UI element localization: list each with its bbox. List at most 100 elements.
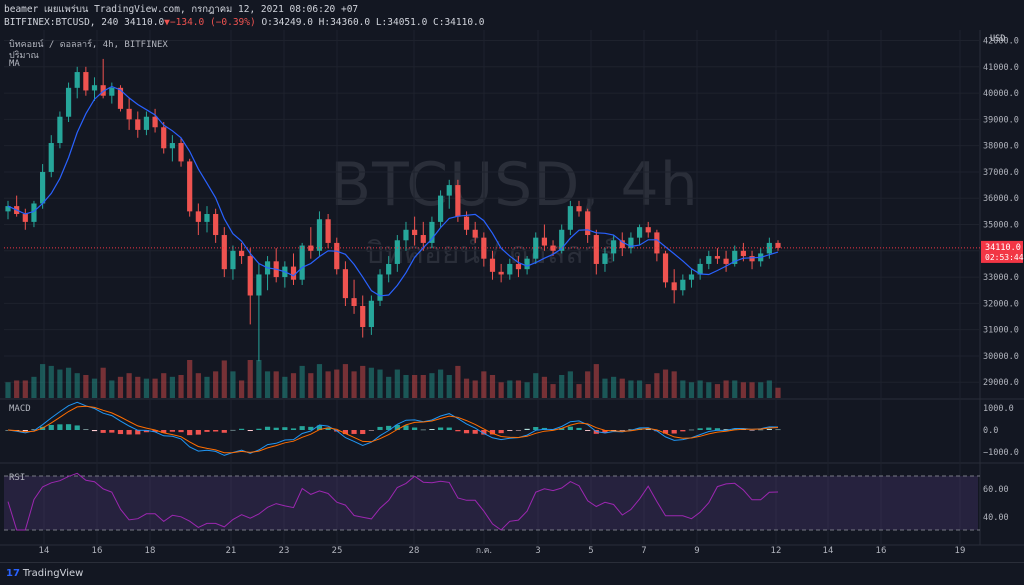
main-legend-title[interactable]: บิทคอยน์ / ดอลลาร์, 4h, BITFINEX bbox=[9, 40, 168, 50]
volume-bar bbox=[706, 382, 712, 398]
candle-body bbox=[40, 171, 46, 204]
candle-body bbox=[775, 242, 781, 248]
symbol-label[interactable]: BITFINEX:BTCUSD, 240 bbox=[4, 17, 119, 28]
last-price-tag bbox=[981, 240, 1023, 263]
price-tick-label: 42000.0 bbox=[983, 37, 1019, 47]
volume-bar bbox=[662, 369, 669, 398]
macd-line bbox=[7, 401, 779, 456]
candle-body bbox=[213, 214, 219, 236]
time-tick-label: 14 bbox=[39, 546, 50, 556]
candle-body bbox=[403, 229, 409, 241]
macd-histogram-bar bbox=[533, 427, 539, 430]
ma-legend[interactable]: MA bbox=[9, 59, 20, 69]
candle-body bbox=[714, 256, 721, 259]
candle-body bbox=[161, 127, 167, 149]
candle-body bbox=[697, 263, 703, 275]
candle-body bbox=[178, 143, 184, 162]
time-tick-label: 7 bbox=[641, 546, 646, 556]
ohlc-values: O:34249.0 H:34360.0 L:34051.0 C:34110.0 bbox=[261, 17, 485, 28]
candle-body bbox=[481, 237, 487, 259]
volume-bar bbox=[524, 382, 530, 398]
last-price-label: 34110.0 bbox=[985, 243, 1021, 253]
volume-bar bbox=[559, 375, 565, 398]
price-tick-label: 29000.0 bbox=[983, 378, 1019, 388]
volume-bar bbox=[351, 371, 357, 398]
volume-bar bbox=[714, 384, 721, 398]
macd-histogram-bar bbox=[161, 430, 167, 433]
candle-body bbox=[559, 229, 565, 251]
rsi-tick-label: 40.00 bbox=[983, 513, 1009, 523]
candle-body bbox=[31, 203, 37, 222]
volume-bar bbox=[671, 371, 677, 398]
candle-body bbox=[299, 245, 305, 280]
volume-bar bbox=[126, 373, 132, 398]
rsi-legend[interactable]: RSI bbox=[9, 473, 26, 483]
macd-histogram-bar bbox=[619, 430, 625, 431]
macd-histogram-bar bbox=[117, 430, 124, 435]
volume-bar bbox=[14, 380, 20, 398]
candle-body bbox=[152, 116, 158, 128]
macd-histogram-bar bbox=[325, 428, 331, 430]
volume-bar bbox=[273, 371, 279, 398]
candle-body bbox=[239, 250, 245, 257]
macd-tick-label: 0.0 bbox=[983, 426, 998, 436]
macd-histogram-bar bbox=[204, 430, 210, 432]
volume-bar bbox=[143, 378, 150, 398]
price-tick-label: 33000.0 bbox=[983, 273, 1019, 283]
price-tick-label: 37000.0 bbox=[983, 168, 1019, 178]
volume-bar bbox=[83, 375, 89, 398]
macd-histogram-bar bbox=[264, 426, 271, 430]
macd-histogram-bar bbox=[420, 429, 426, 431]
macd-histogram-bar bbox=[463, 430, 470, 434]
price-tick-label: 39000.0 bbox=[983, 115, 1019, 125]
macd-histogram-bar bbox=[697, 428, 703, 430]
macd-histogram-bar bbox=[507, 430, 513, 431]
candle-body bbox=[706, 256, 712, 264]
candle-body bbox=[507, 263, 513, 275]
candle-body bbox=[420, 235, 426, 243]
candle-body bbox=[256, 274, 262, 296]
candle-body bbox=[360, 306, 366, 328]
macd-histogram-bar bbox=[239, 428, 245, 430]
time-tick-label: 14 bbox=[823, 546, 834, 556]
volume-legend[interactable]: ปริมาณ bbox=[9, 51, 39, 61]
last-price-value: 34110.0 bbox=[124, 17, 165, 28]
volume-bar bbox=[239, 380, 245, 398]
macd-histogram-bar bbox=[152, 430, 158, 432]
volume-bar bbox=[766, 380, 772, 398]
candle-body bbox=[117, 87, 124, 109]
candle-body bbox=[671, 282, 677, 291]
tradingview-brand[interactable]: 17 TradingView bbox=[6, 568, 83, 579]
candle-body bbox=[394, 240, 400, 264]
macd-histogram-bar bbox=[680, 430, 686, 432]
macd-histogram-bar bbox=[22, 430, 28, 432]
volume-bar bbox=[221, 360, 227, 398]
macd-histogram-bar bbox=[602, 430, 608, 433]
candle-body bbox=[169, 143, 175, 149]
macd-histogram-bar bbox=[187, 430, 193, 436]
macd-histogram-bar bbox=[688, 429, 695, 431]
publish-info: beamer เผยแพร่บน TradingView.com, กรกฎาค… bbox=[4, 4, 359, 15]
macd-histogram-bar bbox=[74, 425, 80, 430]
candle-body bbox=[91, 85, 98, 91]
candle-body bbox=[636, 227, 643, 238]
macd-histogram-bar bbox=[437, 427, 444, 430]
time-tick-label: 21 bbox=[226, 546, 237, 556]
volume-bar bbox=[446, 375, 452, 398]
time-tick-label: 23 bbox=[279, 546, 290, 556]
price-tick-label: 40000.0 bbox=[983, 89, 1019, 99]
candle-body bbox=[135, 119, 141, 130]
candle-body bbox=[645, 227, 651, 233]
candle-body bbox=[489, 258, 496, 272]
tradingview-logo-icon: 17 bbox=[6, 568, 20, 579]
macd-histogram-bar bbox=[662, 430, 669, 434]
volume-bar bbox=[299, 365, 305, 398]
volume-bar bbox=[611, 376, 617, 398]
candle-body bbox=[334, 242, 340, 270]
volume-bar bbox=[394, 369, 400, 398]
macd-legend[interactable]: MACD bbox=[9, 404, 31, 414]
macd-histogram-bar bbox=[65, 424, 72, 430]
volume-bar bbox=[697, 380, 703, 398]
time-tick-label: 3 bbox=[535, 546, 540, 556]
